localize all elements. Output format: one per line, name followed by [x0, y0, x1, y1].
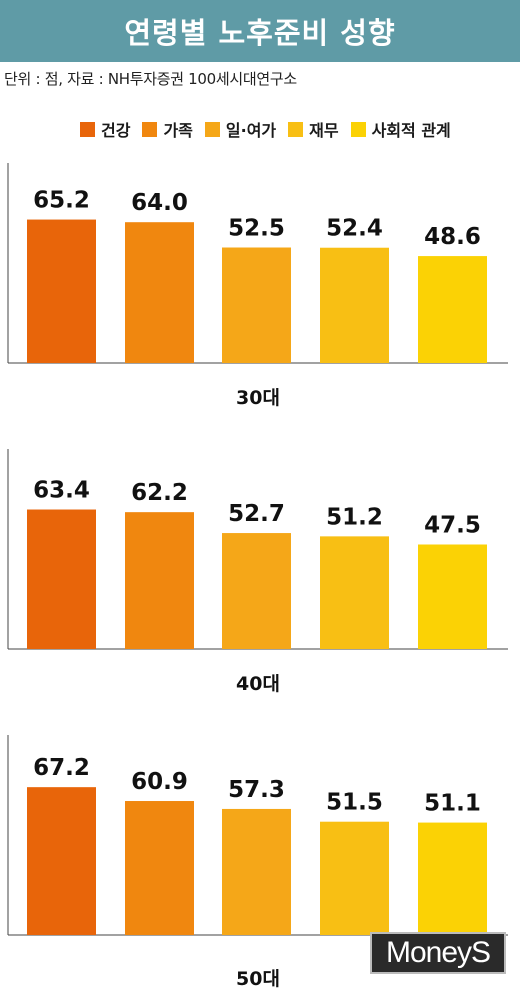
data-label: 64.0	[131, 190, 188, 216]
legend-swatch-finance	[288, 121, 304, 137]
legend-item-health: 건강	[80, 117, 130, 141]
bar	[320, 247, 389, 363]
legend-item-work-leisure: 일·여가	[204, 117, 277, 141]
bar	[27, 787, 96, 935]
bar	[125, 512, 194, 649]
data-label: 51.2	[326, 504, 383, 530]
source-note: 단위 : 점, 자료 : NH투자증권 100세시대연구소	[4, 70, 297, 88]
bar	[222, 247, 291, 363]
bar	[320, 821, 389, 935]
data-label: 47.5	[424, 513, 481, 539]
legend-label-family: 가족	[163, 121, 193, 140]
bar	[320, 536, 389, 649]
legend-item-finance: 재무	[288, 117, 339, 141]
chart-title: 연령별 노후준비 성향	[124, 16, 396, 50]
data-label: 51.1	[424, 791, 481, 817]
data-label: 52.7	[228, 501, 285, 527]
bar	[418, 544, 487, 649]
category-label: 50대	[236, 968, 280, 990]
data-label: 67.2	[33, 755, 90, 781]
legend: 건강 가족 일·여가 재무 사회적 관계	[80, 117, 463, 141]
bar	[418, 822, 487, 935]
data-label: 63.4	[33, 478, 90, 504]
bar	[125, 801, 194, 935]
category-label: 40대	[236, 673, 280, 695]
bar	[222, 533, 291, 649]
bar	[418, 256, 487, 363]
data-label: 60.9	[131, 769, 188, 795]
legend-label-health: 건강	[101, 121, 131, 140]
data-label: 52.4	[326, 216, 383, 242]
data-label: 62.2	[131, 480, 188, 506]
legend-label-social: 사회적 관계	[371, 121, 451, 140]
category-label: 30대	[236, 387, 280, 409]
data-label: 52.5	[228, 216, 285, 242]
title-bar: 연령별 노후준비 성향	[0, 0, 520, 62]
bar	[222, 808, 291, 935]
legend-item-family: 가족	[142, 117, 193, 141]
legend-swatch-social	[350, 121, 366, 137]
legend-swatch-family	[142, 121, 158, 137]
data-label: 51.5	[326, 790, 383, 816]
data-label: 48.6	[424, 224, 481, 250]
legend-label-finance: 재무	[309, 121, 339, 140]
data-label: 57.3	[228, 777, 285, 803]
watermark-logo: MoneyS	[370, 932, 506, 974]
bar	[27, 219, 96, 363]
legend-item-social: 사회적 관계	[350, 117, 451, 141]
legend-label-work-leisure: 일·여가	[225, 121, 277, 140]
legend-swatch-work-leisure	[204, 121, 220, 137]
bar	[125, 222, 194, 363]
data-label: 65.2	[33, 188, 90, 214]
bar	[27, 509, 96, 649]
legend-swatch-health	[80, 121, 95, 137]
